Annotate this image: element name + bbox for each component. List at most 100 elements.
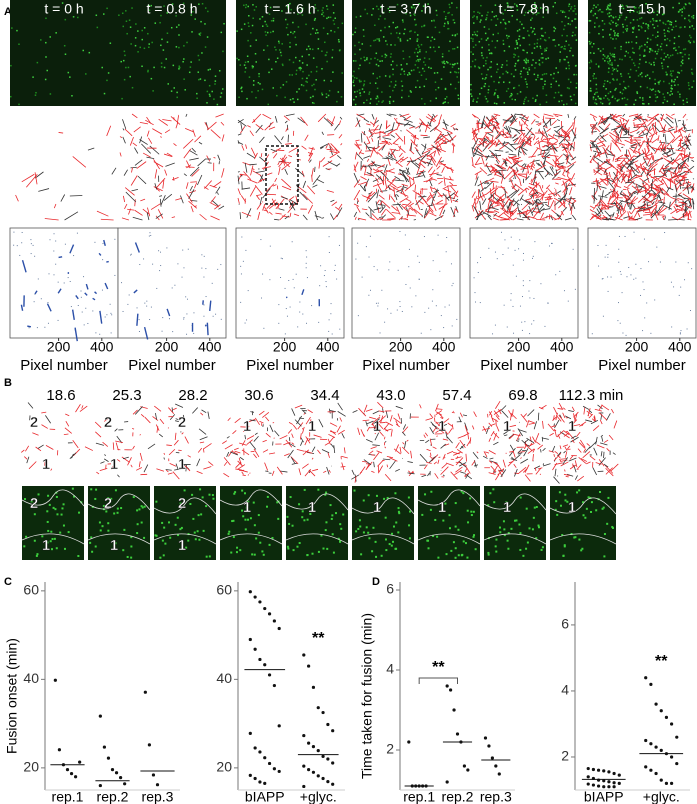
speck (640, 86, 642, 88)
network-edge (420, 454, 427, 462)
speck (178, 24, 180, 26)
speck (595, 99, 597, 101)
speck (392, 74, 394, 76)
speck (445, 18, 447, 20)
network-edge (374, 462, 375, 467)
speck (369, 91, 371, 93)
speck (613, 79, 615, 81)
dot (607, 254, 608, 255)
network-edge (420, 123, 421, 125)
speck (77, 17, 79, 19)
network-edge (303, 194, 312, 203)
speck (487, 69, 489, 71)
speck (481, 87, 483, 89)
dot (533, 256, 534, 257)
dot (480, 257, 481, 258)
speck (603, 97, 605, 99)
dot (183, 317, 184, 318)
speck (688, 19, 690, 21)
network-edge (437, 144, 438, 148)
speck (247, 61, 249, 63)
network-edge (663, 217, 664, 220)
network-edge (435, 404, 438, 411)
speck (257, 90, 259, 92)
network-edge (410, 206, 416, 213)
speck (306, 49, 308, 51)
speck (541, 57, 543, 59)
dot (270, 246, 271, 247)
speck (318, 38, 320, 40)
network-edge (319, 419, 323, 427)
speck (523, 27, 525, 29)
speck (236, 551, 238, 553)
speck (394, 44, 396, 46)
speck (206, 102, 208, 104)
speck (326, 61, 328, 63)
dot (110, 304, 111, 305)
speck (500, 22, 502, 24)
network-edge (505, 132, 511, 135)
x-tick-label: 200 (389, 339, 413, 355)
speck (630, 22, 632, 24)
dot (146, 306, 147, 307)
dot (82, 312, 83, 313)
dot (628, 267, 629, 268)
speck (626, 25, 628, 27)
speck (327, 8, 329, 10)
speck (442, 56, 444, 58)
network-edge (629, 211, 631, 213)
speck (289, 46, 291, 48)
speck (315, 18, 317, 20)
speck (537, 76, 539, 78)
speck (527, 62, 529, 64)
speck (330, 80, 332, 82)
dot (37, 327, 38, 328)
network-edge (263, 450, 268, 453)
network-edge (423, 180, 432, 182)
network-edge (502, 411, 508, 418)
speck (504, 102, 506, 104)
speck (342, 513, 344, 515)
speck (292, 22, 294, 24)
time-label: 43.0 (376, 387, 405, 404)
dot (55, 240, 56, 241)
speck (609, 58, 611, 60)
speck (644, 55, 646, 57)
speck (545, 32, 547, 33)
speck (190, 61, 192, 63)
network-edge (460, 472, 464, 473)
network-edge (623, 204, 626, 212)
network-edge (225, 445, 233, 449)
speck (89, 542, 91, 544)
network-edge (628, 150, 631, 159)
network-edge (214, 157, 216, 158)
network-edge (507, 205, 508, 208)
speck (479, 41, 481, 43)
speck (651, 89, 653, 91)
speck (278, 42, 280, 44)
network-edge (95, 422, 101, 428)
network-edge (430, 453, 431, 456)
speck (228, 531, 230, 533)
network-edge (602, 190, 604, 199)
speck (446, 61, 448, 63)
time-label: 18.6 (46, 387, 75, 404)
speck (428, 547, 430, 549)
speck (342, 23, 344, 25)
network-edge (105, 454, 106, 455)
speck (671, 79, 673, 81)
network-edge (473, 452, 478, 458)
speck (657, 35, 659, 37)
speck (108, 72, 110, 74)
speck (550, 84, 552, 86)
speck (603, 54, 605, 56)
network-edge (490, 120, 499, 124)
speck (384, 18, 386, 20)
speck (544, 39, 546, 41)
speck (306, 90, 308, 92)
speck (363, 29, 365, 31)
network-edge (156, 469, 164, 471)
network-edge (174, 440, 178, 445)
network-edge (342, 433, 345, 438)
speck (102, 525, 104, 527)
